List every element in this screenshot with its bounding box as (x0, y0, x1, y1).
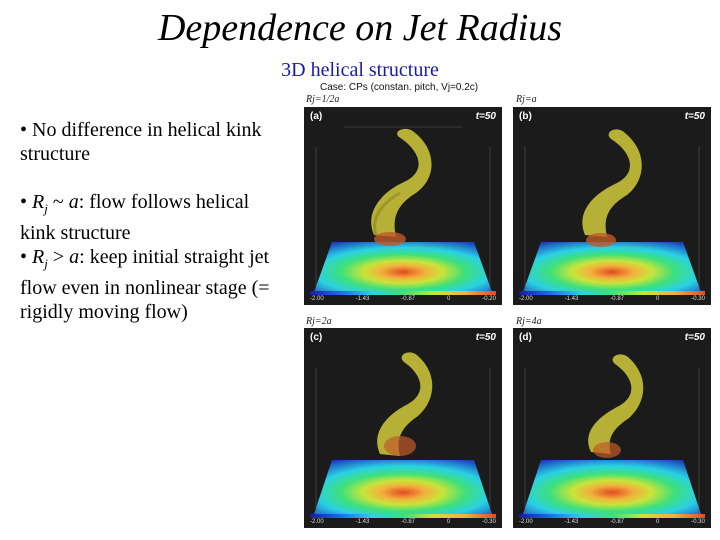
tick-label: -0.87 (610, 296, 624, 302)
bullet-marker: • (20, 191, 33, 213)
var-r: R (32, 246, 45, 268)
subtitle: 3D helical structure (281, 59, 439, 81)
radius-label-a: Rj=1/2a (306, 94, 340, 105)
panel-d: (d) t=50 -2.00 -1.43 -0.87 0 -0.30 (513, 328, 711, 528)
bullet-list: • No difference in helical kink structur… (20, 118, 282, 324)
panel-time: t=50 (684, 332, 705, 343)
tick-label: -1.43 (564, 519, 579, 525)
tick-label: -2.00 (519, 296, 533, 302)
tick-label: -2.00 (310, 296, 324, 302)
tick-label: -2.00 (519, 519, 533, 525)
tick-label: -0.30 (482, 519, 496, 525)
panel-c: (c) t=50 -2.00 -1.43 -0.87 0 -0.30 (304, 328, 502, 528)
figure-caption: Case: CPs (constan. pitch, Vj=0.2c) (320, 82, 479, 93)
colorbar-ticks: -2.00 -1.43 -0.87 0 -0.30 (519, 519, 705, 527)
bullet-text: : keep initial straight jet flow even in… (20, 246, 270, 323)
bullet-helical-kink: • No difference in helical kink structur… (20, 119, 262, 165)
panel-letter: (d) (519, 332, 532, 343)
radius-label-b: Rj=a (516, 94, 537, 105)
panel-time: t=50 (684, 111, 705, 122)
panel-letter: (b) (519, 111, 532, 122)
bullet-marker: • (20, 246, 33, 268)
tick-label: -0.87 (401, 519, 415, 525)
simulation-image-a (314, 126, 492, 292)
tick-label: -0.30 (691, 519, 705, 525)
colorbar-ticks: -2.00 -1.43 -0.87 0 -0.30 (519, 296, 705, 304)
panel-a: (a) t=50 -2.00 -1.43 -0.87 0 -0.20 (304, 107, 502, 305)
tick-label: 0 (446, 296, 451, 302)
panel-letter: (c) (310, 332, 323, 343)
tick-label: 0 (655, 519, 660, 525)
tick-label: -0.87 (401, 296, 415, 302)
relation: ~ (47, 191, 69, 213)
tick-label: 0 (655, 296, 660, 302)
bullet-rj-approx-a: • Rj ~ a: flow follows helical kink stru… (20, 190, 282, 245)
radius-label-c: Rj=2a (306, 316, 332, 327)
bullet-text: : flow follows helical kink structure (20, 191, 250, 244)
tick-label: -1.43 (355, 519, 370, 525)
var-j: j (44, 256, 48, 271)
tick-label: -1.43 (355, 296, 370, 302)
simulation-image-b (523, 129, 701, 292)
colorbar (519, 514, 705, 518)
tick-label: -0.87 (610, 519, 624, 525)
var-j: j (44, 201, 48, 216)
panel-b: (b) t=50 -2.00 -1.43 -0.87 0 -0.30 (513, 107, 711, 305)
bullet-rj-greater-a: • Rj > a: keep initial straight jet flow… (20, 245, 282, 324)
tick-label: -2.00 (310, 519, 324, 525)
panel-time: t=50 (475, 332, 496, 343)
colorbar-ticks: -2.00 -1.43 -0.87 0 -0.20 (310, 296, 496, 304)
simulation-image-d (523, 354, 701, 514)
tick-label: -0.30 (691, 296, 705, 302)
simulation-image-c (314, 352, 492, 514)
panel-time: t=50 (475, 111, 496, 122)
colorbar (519, 291, 705, 295)
page-title: Dependence on Jet Radius (157, 7, 563, 49)
tick-label: -1.43 (564, 296, 579, 302)
colorbar-ticks: -2.00 -1.43 -0.87 0 -0.30 (310, 519, 496, 527)
relation: > (47, 246, 70, 268)
var-a: a (68, 191, 79, 213)
tick-label: -0.20 (482, 296, 496, 302)
var-r: R (32, 191, 45, 213)
panel-letter: (a) (310, 111, 323, 122)
tick-label: 0 (446, 519, 451, 525)
colorbar (310, 514, 496, 518)
colorbar (310, 291, 496, 295)
radius-label-d: Rj=4a (516, 316, 542, 327)
var-a: a (69, 246, 80, 268)
